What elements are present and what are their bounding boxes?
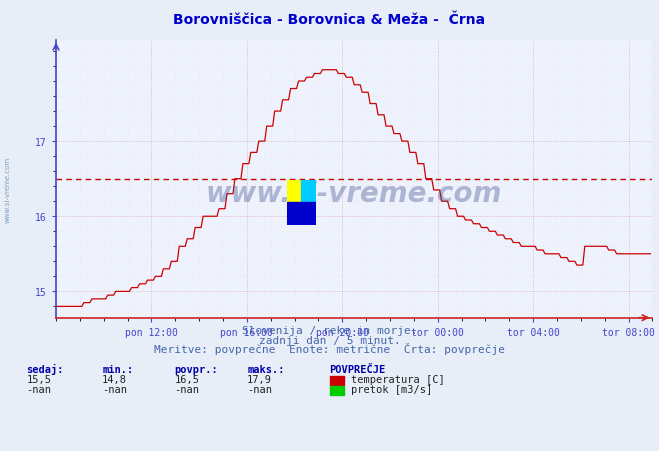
- Text: 17,9: 17,9: [247, 374, 272, 384]
- Text: temperatura [C]: temperatura [C]: [351, 374, 444, 384]
- Text: POVPREČJE: POVPREČJE: [330, 364, 386, 374]
- Polygon shape: [302, 203, 316, 226]
- Text: -nan: -nan: [102, 384, 127, 394]
- Text: povpr.:: povpr.:: [175, 364, 218, 374]
- Polygon shape: [287, 203, 302, 226]
- Text: maks.:: maks.:: [247, 364, 285, 374]
- Text: 16,5: 16,5: [175, 374, 200, 384]
- Text: zadnji dan / 5 minut.: zadnji dan / 5 minut.: [258, 335, 401, 345]
- Text: www.si-vreme.com: www.si-vreme.com: [206, 179, 502, 207]
- Text: Borovniščica - Borovnica & Meža -  Črna: Borovniščica - Borovnica & Meža - Črna: [173, 14, 486, 27]
- Text: Slovenija / reke in morje.: Slovenija / reke in morje.: [242, 326, 417, 336]
- Polygon shape: [302, 180, 316, 203]
- Text: 14,8: 14,8: [102, 374, 127, 384]
- Text: min.:: min.:: [102, 364, 133, 374]
- Text: Meritve: povprečne  Enote: metrične  Črta: povprečje: Meritve: povprečne Enote: metrične Črta:…: [154, 343, 505, 354]
- Text: www.si-vreme.com: www.si-vreme.com: [5, 156, 11, 222]
- Text: sedaj:: sedaj:: [26, 363, 64, 374]
- Polygon shape: [287, 180, 302, 203]
- Polygon shape: [302, 203, 316, 226]
- Polygon shape: [287, 180, 302, 203]
- Text: 15,5: 15,5: [26, 374, 51, 384]
- Text: -nan: -nan: [26, 384, 51, 394]
- Text: -nan: -nan: [175, 384, 200, 394]
- Text: pretok [m3/s]: pretok [m3/s]: [351, 384, 432, 394]
- Polygon shape: [302, 180, 316, 203]
- Polygon shape: [287, 203, 302, 226]
- Text: -nan: -nan: [247, 384, 272, 394]
